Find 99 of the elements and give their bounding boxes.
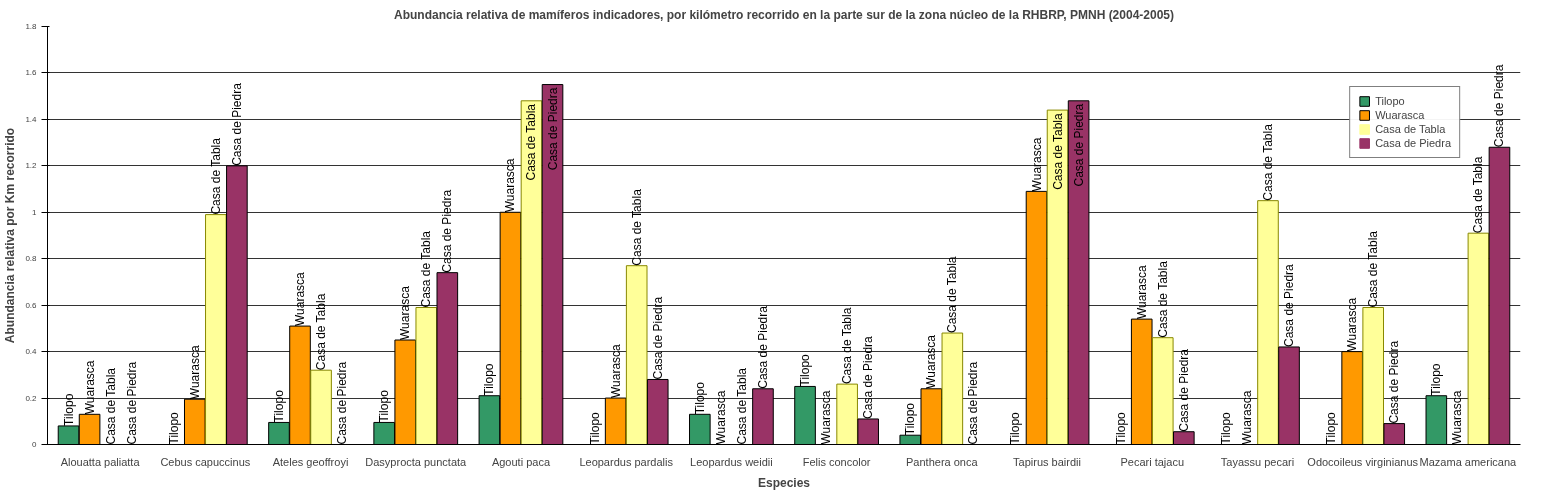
- bar: [1467, 232, 1490, 445]
- data-label: Tilopo: [1008, 411, 1023, 445]
- data-label: Tilopo: [903, 402, 918, 436]
- data-label: Tilopo: [1429, 363, 1444, 396]
- data-label: Casa de Piedra: [650, 296, 665, 380]
- data-label: Casa de Piedra: [1282, 263, 1297, 347]
- data-label: Casa de Tabla: [208, 137, 223, 215]
- data-label: Wuarasca: [1134, 264, 1149, 320]
- data-label: Tilopo: [1113, 411, 1128, 445]
- y-tick-label: 0.8: [25, 254, 38, 264]
- data-label: Casa de Piedra: [124, 361, 139, 445]
- data-label: Tilopo: [166, 411, 181, 445]
- data-label: Wuarasca: [82, 360, 97, 415]
- legend-label: Casa de Piedra: [1375, 137, 1451, 149]
- data-label: Wuarasca: [819, 390, 834, 445]
- data-label: Casa de Piedra: [1387, 340, 1402, 424]
- data-label: Tilopo: [587, 411, 602, 445]
- y-tick-label: 0.6: [25, 300, 38, 310]
- y-tick-label: 0.2: [25, 393, 38, 403]
- y-tick-label: 1.6: [25, 68, 38, 78]
- x-axis-title: Especies: [757, 475, 811, 490]
- legend-label: Wuarasca: [1375, 109, 1425, 121]
- data-label: Casa de Tabla: [1366, 230, 1381, 308]
- data-label: Wuarasca: [293, 271, 308, 327]
- x-tick-label: Tayassu pecari: [1220, 455, 1295, 468]
- bar: [625, 265, 648, 445]
- data-label: Casa de Tabla: [840, 307, 855, 385]
- data-label: Casa de Tabla: [524, 103, 539, 181]
- data-label: Wuarasca: [1345, 297, 1360, 352]
- bar: [1046, 109, 1069, 445]
- chart-title: Abundancia relativa de mamíferos indicadores, por kilómetro recorrido en la parte sur de la zona núcleo de la RHBRP, PMNH (2004-2005): [393, 7, 1175, 22]
- bar: [1362, 306, 1385, 445]
- data-label: Wuarasca: [398, 285, 413, 340]
- x-tick-label: Mazama americana: [1419, 455, 1518, 468]
- legend-label: Casa de Tabla: [1375, 123, 1446, 135]
- bar: [310, 369, 332, 445]
- data-label: Casa de Tabla: [1050, 112, 1065, 190]
- data-label: Casa de Tabla: [419, 230, 434, 308]
- data-label: Casa de Piedra: [335, 361, 350, 445]
- data-label: Casa de Tabla: [1155, 260, 1170, 338]
- bar: [1151, 337, 1174, 445]
- data-label: Tilopo: [482, 363, 497, 396]
- bar: [415, 306, 438, 445]
- x-tick-label: Pecari tajacu: [1120, 455, 1185, 468]
- data-label: Wuarasca: [924, 334, 939, 389]
- bar: [205, 214, 227, 445]
- data-label: Wuarasca: [1239, 390, 1254, 445]
- data-label: Casa de Piedra: [861, 335, 876, 419]
- data-label: Casa de Tabla: [1260, 123, 1275, 201]
- data-label: Tilopo: [377, 389, 392, 423]
- y-tick-label: 0.4: [25, 347, 38, 357]
- data-label: Casa de Tabla: [1471, 156, 1486, 234]
- data-label: Tilopo: [1218, 411, 1233, 445]
- bar: [941, 332, 964, 445]
- x-tick-label: Cebus capuccinus: [160, 455, 251, 468]
- data-label: Tilopo: [61, 393, 76, 426]
- y-tick-label: 1.8: [25, 22, 38, 31]
- y-axis-title: Abundancia relativa por Km recorrido: [3, 127, 18, 344]
- x-tick-label: Agouti paca: [491, 455, 551, 468]
- x-tick-label: Ateles geoffroyi: [272, 455, 349, 468]
- y-tick-label: 0: [32, 440, 38, 449]
- data-label: Wuarasca: [1450, 390, 1465, 445]
- data-label: Tilopo: [798, 353, 813, 387]
- data-label: Casa de Piedra: [229, 82, 244, 166]
- data-label: Casa de Piedra: [1492, 64, 1507, 148]
- data-label: Casa de Piedra: [545, 87, 560, 171]
- data-label: Wuarasca: [187, 345, 202, 400]
- data-label: Tilopo: [1324, 411, 1339, 445]
- x-tick-label: Tapirus bairdii: [1013, 455, 1081, 468]
- x-tick-label: Leopardus pardalis: [579, 455, 674, 468]
- data-label: Casa de Tabla: [314, 293, 329, 371]
- data-label: Casa de Tabla: [103, 367, 118, 445]
- x-tick-label: Odocoileus virginianus: [1307, 455, 1419, 468]
- data-label: Wuarasca: [1029, 137, 1044, 192]
- data-label: Wuarasca: [713, 390, 728, 445]
- bar: [520, 100, 543, 445]
- x-tick-label: Panthera onca: [906, 455, 979, 468]
- data-label: Casa de Piedra: [440, 189, 455, 273]
- bar: [1257, 200, 1279, 445]
- data-label: Tilopo: [271, 389, 286, 423]
- data-label: Casa de Piedra: [1071, 103, 1086, 187]
- data-label: Wuarasca: [503, 158, 518, 213]
- data-label: Casa de Piedra: [755, 305, 770, 389]
- bar: [836, 383, 858, 445]
- x-tick-label: Alouatta paliatta: [60, 455, 141, 468]
- data-label: Tilopo: [692, 381, 707, 415]
- x-tick-label: Leopardus weidii: [690, 455, 773, 468]
- data-label: Casa de Tabla: [945, 256, 960, 334]
- data-label: Casa de Tabla: [629, 188, 644, 266]
- y-tick-label: 1: [32, 207, 38, 217]
- data-label: Casa de Tabla: [734, 367, 749, 445]
- data-label: Casa de Piedra: [1176, 348, 1191, 432]
- data-label: Wuarasca: [608, 343, 623, 399]
- legend-label: Tilopo: [1375, 95, 1405, 107]
- x-tick-label: Felis concolor: [802, 455, 871, 468]
- x-tick-label: Dasyprocta punctata: [365, 455, 468, 468]
- y-tick-label: 1.4: [25, 114, 38, 124]
- y-tick-label: 1.2: [25, 161, 38, 171]
- data-label: Casa de Piedra: [966, 361, 981, 445]
